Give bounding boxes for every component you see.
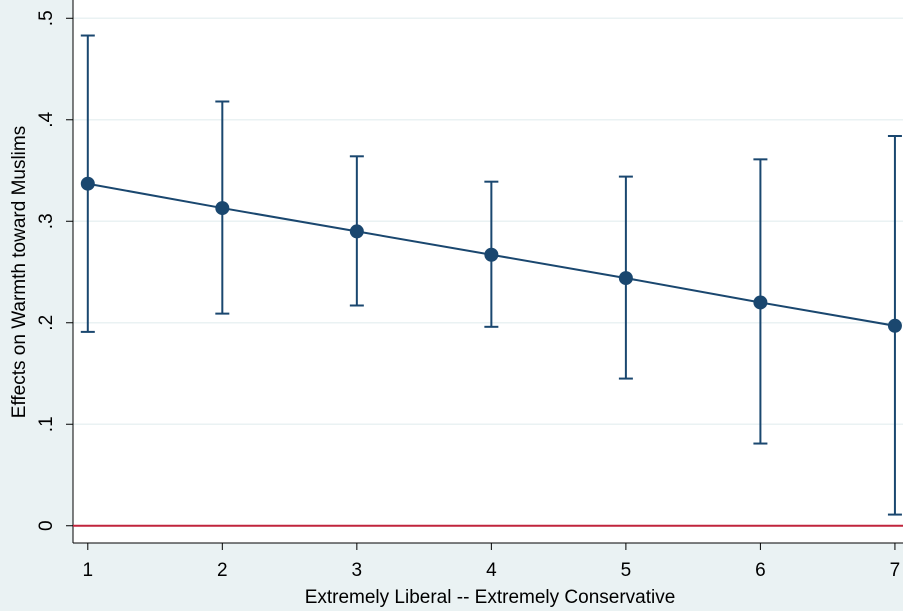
y-tick-label: .5: [36, 10, 57, 26]
x-tick-label: 4: [486, 560, 497, 581]
point: [215, 201, 230, 216]
x-tick-label: 5: [621, 560, 632, 581]
point: [618, 271, 633, 286]
point: [349, 224, 364, 239]
y-tick-label: .4: [36, 111, 57, 127]
x-tick-label: 3: [352, 560, 363, 581]
point: [753, 295, 768, 310]
x-tick-label: 6: [755, 560, 766, 581]
y-tick-label: .2: [36, 315, 57, 331]
x-tick-label: 2: [217, 560, 228, 581]
x-tick-label: 1: [83, 560, 94, 581]
y-axis-title: Effects on Warmth toward Muslims: [9, 126, 30, 418]
y-tick-label: 0: [36, 520, 57, 531]
point: [80, 176, 95, 191]
point: [484, 247, 499, 262]
x-tick-label: 7: [890, 560, 901, 581]
x-axis-title: Extremely Liberal -- Extremely Conservat…: [305, 587, 676, 608]
point: [887, 318, 902, 333]
y-tick-label: .3: [36, 213, 57, 229]
y-tick-label: .1: [36, 416, 57, 432]
plot-area: [73, 0, 903, 543]
